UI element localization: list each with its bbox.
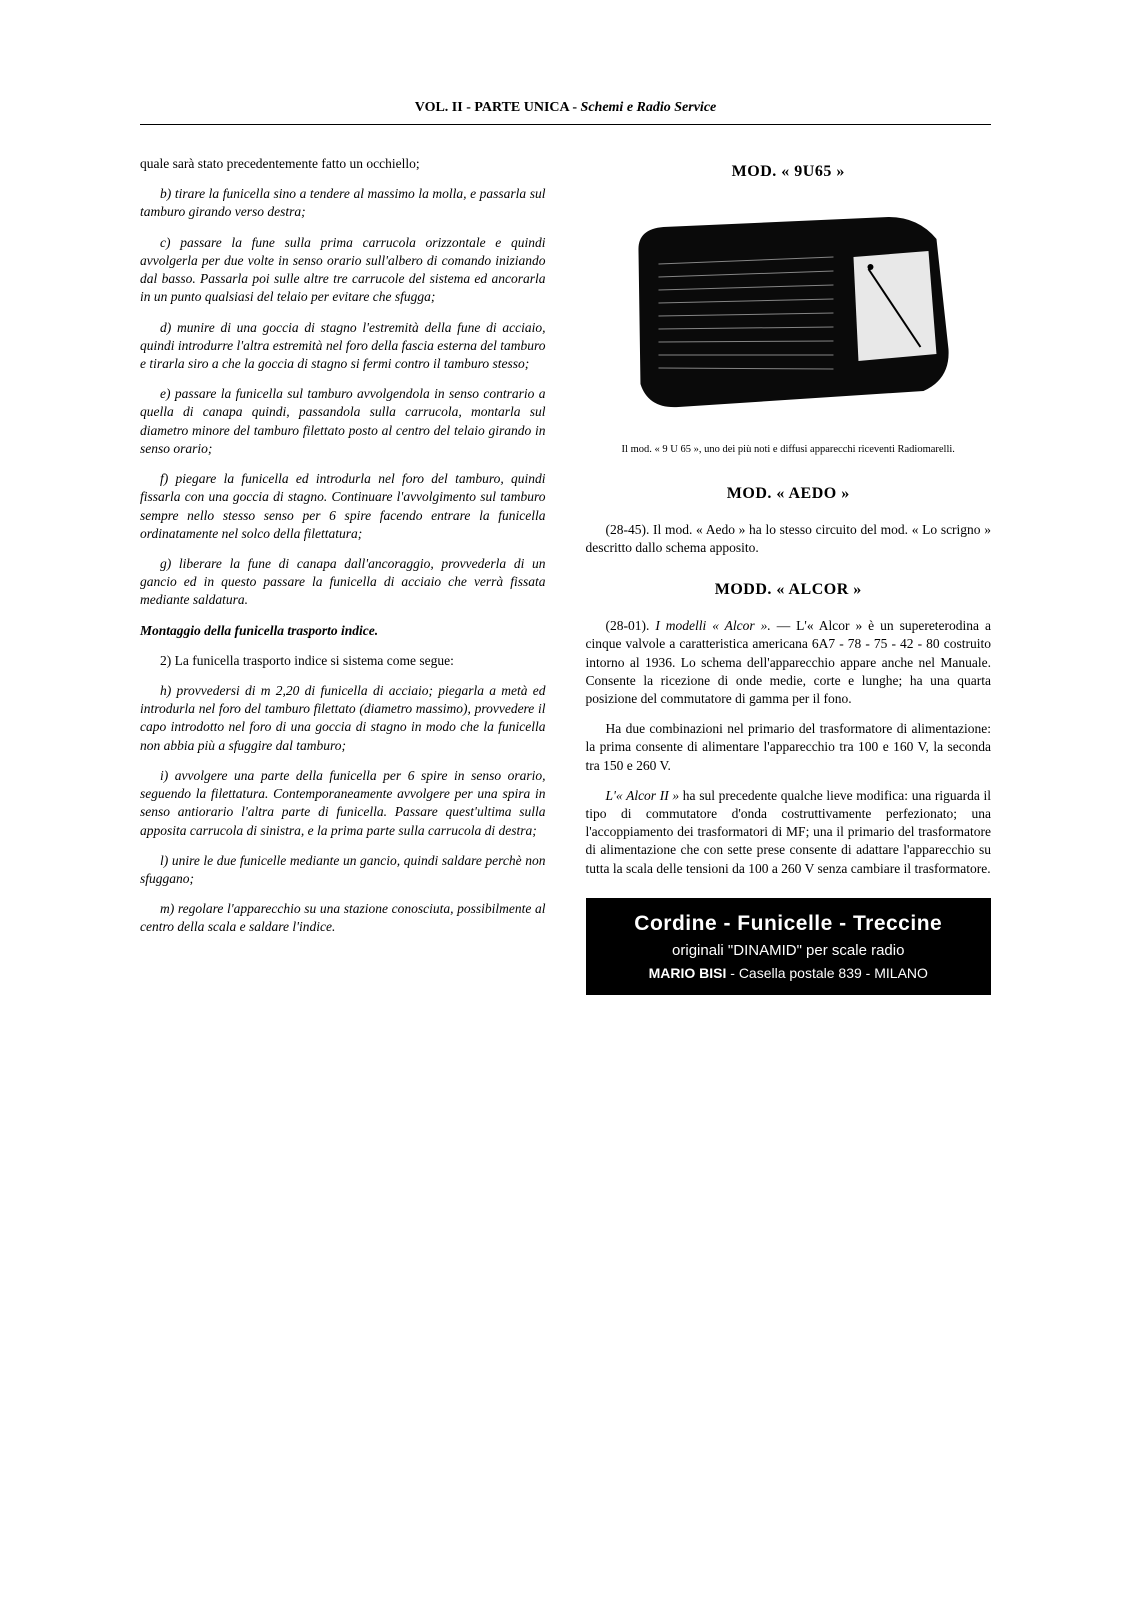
item-h: h) provvedersi di m 2,20 di funicella di…	[140, 682, 546, 755]
item-l: l) unire le due funicelle mediante un ga…	[140, 852, 546, 888]
radio-svg-icon	[606, 199, 971, 429]
left-column: quale sarà stato precedentemente fatto u…	[140, 155, 546, 995]
item-f: f) piegare la funicella ed introdurla ne…	[140, 470, 546, 543]
ad-line-2: originali "DINAMID" per scale radio	[596, 942, 982, 959]
item-e: e) passare la funicella sul tamburo avvo…	[140, 385, 546, 458]
radio-image	[586, 199, 992, 429]
content-columns: quale sarà stato precedentemente fatto u…	[140, 155, 991, 995]
item-2: 2) La funicella trasporto indice si sist…	[140, 652, 546, 670]
item-c: c) passare la fune sulla prima carrucola…	[140, 234, 546, 307]
alcor-paragraph-3: L'« Alcor II » ha sul precedente qualche…	[586, 787, 992, 878]
item-m: m) regolare l'apparecchio su una stazion…	[140, 900, 546, 936]
section-title-alcor: MODD. « ALCOR »	[586, 581, 992, 599]
alcor-paragraph-1: (28-01). I modelli « Alcor ». — L'« Alco…	[586, 617, 992, 708]
section-title-aedo: MOD. « AEDO »	[586, 485, 992, 503]
ad-line-3: MARIO BISI - Casella postale 839 - MILAN…	[596, 965, 982, 981]
image-caption: Il mod. « 9 U 65 », uno dei più noti e d…	[586, 443, 992, 457]
right-column: MOD. « 9U65 » Il	[586, 155, 992, 995]
aedo-paragraph: (28-45). Il mod. « Aedo » ha lo stesso c…	[586, 521, 992, 557]
ad-line-1: Cordine - Funicelle - Treccine	[596, 912, 982, 936]
item-b: b) tirare la funicella sino a tendere al…	[140, 185, 546, 221]
header-italic: Schemi e Radio Service	[581, 100, 717, 115]
alcor-paragraph-2: Ha due combinazioni nel primario del tra…	[586, 720, 992, 775]
item-g: g) liberare la fune di canapa dall'ancor…	[140, 555, 546, 610]
subheading: Montaggio della funicella trasporto indi…	[140, 622, 546, 640]
advertisement-box: Cordine - Funicelle - Treccine originali…	[586, 898, 992, 995]
header-prefix: VOL. II - PARTE UNICA -	[415, 100, 581, 115]
item-i: i) avvolgere una parte della funicella p…	[140, 767, 546, 840]
page-header: VOL. II - PARTE UNICA - Schemi e Radio S…	[140, 100, 991, 125]
item-d: d) munire di una goccia di stagno l'estr…	[140, 319, 546, 374]
intro-paragraph: quale sarà stato precedentemente fatto u…	[140, 155, 546, 173]
section-title-9u65: MOD. « 9U65 »	[586, 163, 992, 181]
